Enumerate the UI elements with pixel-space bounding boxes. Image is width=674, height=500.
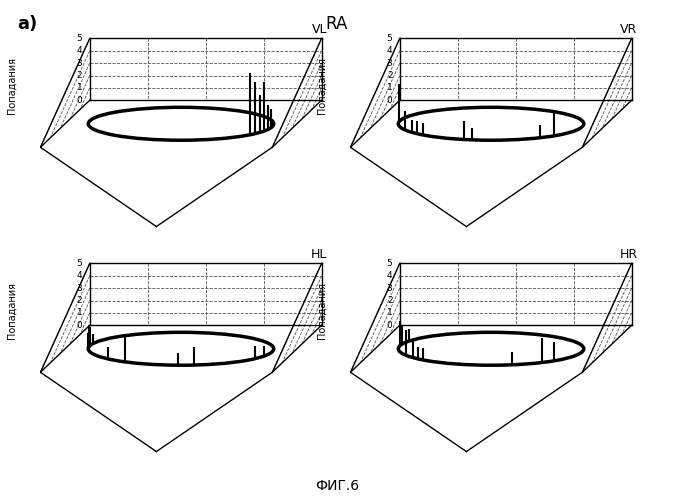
Text: 5: 5 xyxy=(77,34,82,43)
Text: Попадания: Попадания xyxy=(7,56,16,114)
Text: Попадания: Попадания xyxy=(317,282,326,339)
Text: 0: 0 xyxy=(387,321,392,330)
Text: Попадания: Попадания xyxy=(7,282,16,339)
Text: 4: 4 xyxy=(387,46,392,56)
Text: 2: 2 xyxy=(77,296,82,305)
Text: 5: 5 xyxy=(77,259,82,268)
Text: 4: 4 xyxy=(77,46,82,56)
Text: HL: HL xyxy=(311,248,328,261)
Text: 1: 1 xyxy=(77,308,82,318)
Text: VR: VR xyxy=(620,23,638,36)
Text: 3: 3 xyxy=(387,58,392,68)
Text: 2: 2 xyxy=(387,71,392,80)
Text: 4: 4 xyxy=(387,272,392,280)
Text: VL: VL xyxy=(312,23,328,36)
Text: ФИГ.6: ФИГ.6 xyxy=(315,478,359,492)
Text: 0: 0 xyxy=(77,321,82,330)
Text: 3: 3 xyxy=(77,58,82,68)
Text: 3: 3 xyxy=(77,284,82,292)
Text: 5: 5 xyxy=(387,34,392,43)
Text: 1: 1 xyxy=(387,308,392,318)
Text: 3: 3 xyxy=(387,284,392,292)
Text: 0: 0 xyxy=(387,96,392,105)
Text: RA: RA xyxy=(326,15,348,33)
Text: 0: 0 xyxy=(77,96,82,105)
Text: 5: 5 xyxy=(387,259,392,268)
Text: 1: 1 xyxy=(387,84,392,92)
Text: 2: 2 xyxy=(387,296,392,305)
Text: 1: 1 xyxy=(77,84,82,92)
Text: 4: 4 xyxy=(77,272,82,280)
Text: 2: 2 xyxy=(77,71,82,80)
Text: Попадания: Попадания xyxy=(317,56,326,114)
Text: a): a) xyxy=(17,15,37,33)
Text: HR: HR xyxy=(619,248,638,261)
